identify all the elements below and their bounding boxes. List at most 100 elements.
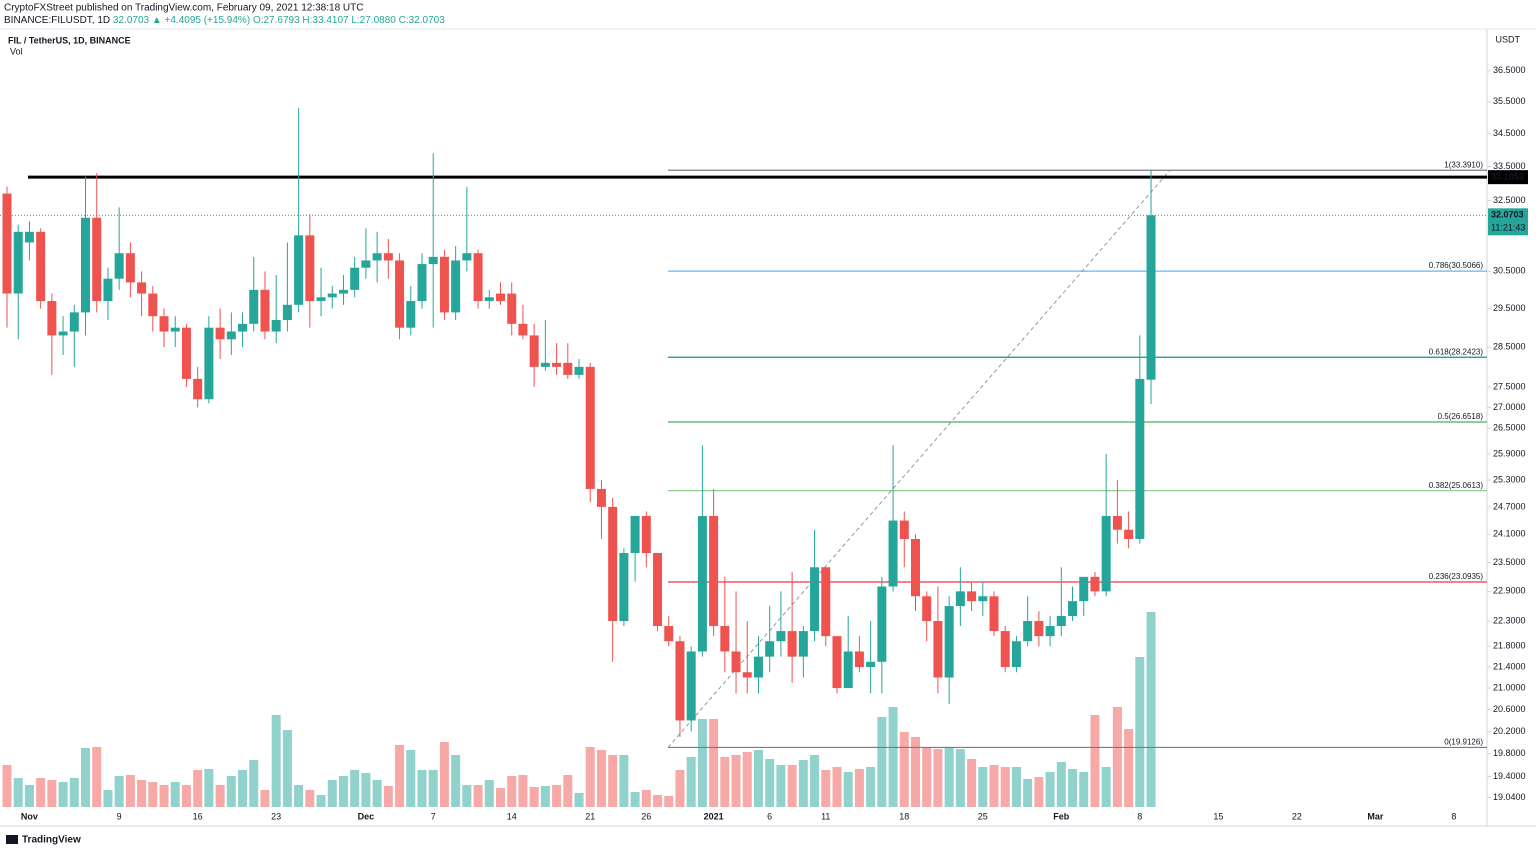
volume-bar bbox=[765, 759, 775, 807]
candle-body bbox=[69, 312, 79, 332]
fib-level-label: 1(33.3910) bbox=[1444, 160, 1483, 169]
candle-body bbox=[1011, 641, 1021, 668]
candle-body bbox=[1034, 621, 1044, 637]
candle-body bbox=[563, 362, 573, 375]
candle-body bbox=[653, 553, 663, 627]
candle-body bbox=[854, 651, 864, 668]
candle-body bbox=[238, 323, 248, 332]
volume-bar bbox=[316, 795, 326, 807]
volume-bar bbox=[350, 770, 360, 807]
candle-body bbox=[1023, 621, 1033, 642]
volume-bar bbox=[1135, 657, 1145, 807]
fib-level-label: 0.5(26.6518) bbox=[1438, 412, 1484, 421]
symbol: BINANCE:FILUSDT, 1D bbox=[4, 15, 110, 26]
volume-bar bbox=[608, 755, 618, 807]
candle-body bbox=[821, 567, 831, 637]
volume-bar bbox=[1011, 767, 1021, 807]
candle-body bbox=[978, 596, 988, 602]
y-tick-label: 25.9000 bbox=[1493, 448, 1526, 458]
candle-body bbox=[282, 304, 292, 321]
candle-body bbox=[47, 301, 57, 336]
candle-body bbox=[1068, 601, 1078, 617]
candle-body bbox=[13, 231, 23, 294]
candle-body bbox=[1112, 515, 1122, 530]
volume-bar bbox=[675, 770, 685, 807]
candle-body bbox=[1101, 515, 1111, 592]
candle-body bbox=[686, 651, 696, 721]
volume-bar bbox=[810, 755, 820, 807]
volume-bar bbox=[787, 765, 797, 807]
volume-bar bbox=[821, 770, 831, 807]
candle-body bbox=[114, 253, 124, 279]
candle-body bbox=[910, 538, 920, 597]
volume-bar bbox=[439, 742, 449, 807]
y-tick-label: 28.5000 bbox=[1493, 341, 1526, 351]
volume-bar bbox=[899, 732, 909, 807]
candle-body bbox=[1146, 215, 1156, 380]
candle-body bbox=[338, 289, 348, 294]
volume-bar bbox=[114, 776, 124, 807]
candle-body bbox=[1045, 626, 1055, 637]
volume-bar bbox=[641, 790, 651, 807]
chart-title: FIL / TetherUS, 1D, BINANCE bbox=[8, 35, 131, 45]
y-tick-label: 24.1000 bbox=[1493, 529, 1526, 539]
x-tick-label: 2021 bbox=[704, 811, 724, 821]
x-tick-label: 18 bbox=[899, 811, 909, 821]
candle-body bbox=[899, 520, 909, 539]
y-tick-label: 27.0000 bbox=[1493, 402, 1526, 412]
candle-body bbox=[731, 651, 741, 673]
candle-body bbox=[451, 260, 461, 313]
x-tick-label: Nov bbox=[21, 811, 38, 821]
y-tick-label: 21.0000 bbox=[1493, 682, 1526, 692]
candle-body bbox=[473, 253, 483, 302]
publisher-line: CryptoFXStreet published on TradingView.… bbox=[4, 3, 363, 14]
candle-body bbox=[967, 591, 977, 602]
candle-body bbox=[664, 626, 674, 642]
volume-bar bbox=[137, 780, 147, 807]
volume-bar bbox=[1068, 769, 1078, 807]
x-tick-label: 14 bbox=[507, 811, 517, 821]
candle-body bbox=[148, 293, 158, 317]
volume-bar bbox=[1023, 779, 1033, 807]
candle-body bbox=[922, 596, 932, 622]
volume-bar bbox=[910, 737, 920, 807]
candle-body bbox=[181, 327, 191, 379]
volume-bar bbox=[877, 717, 887, 807]
volume-bar bbox=[181, 785, 191, 807]
volume-bar bbox=[238, 770, 248, 807]
volume-bar bbox=[697, 719, 707, 807]
fib-level-label: 0.786(30.5066) bbox=[1429, 261, 1484, 270]
volume-bar bbox=[13, 778, 23, 807]
volume-bar bbox=[709, 719, 719, 807]
ohlc: O:27.6793 H:33.4107 L:27.0880 C:32.0703 bbox=[253, 15, 445, 26]
fib-level-label: 0.618(28.2423) bbox=[1429, 347, 1484, 356]
y-tick-label: 19.8000 bbox=[1493, 748, 1526, 758]
y-tick-label: 25.3000 bbox=[1493, 474, 1526, 484]
volume-bar bbox=[305, 790, 315, 807]
countdown-label: 11:21:43 bbox=[1491, 223, 1525, 233]
x-tick-label: 9 bbox=[117, 811, 122, 821]
volume-bar bbox=[484, 780, 494, 807]
volume-bar bbox=[552, 785, 562, 807]
y-tick-label: 30.5000 bbox=[1493, 266, 1526, 276]
x-tick-label: 21 bbox=[585, 811, 595, 821]
candle-body bbox=[1124, 529, 1134, 539]
candle-body bbox=[428, 256, 438, 265]
volume-bar bbox=[753, 750, 763, 807]
volume-bar bbox=[406, 750, 416, 807]
volume-bar bbox=[496, 788, 506, 807]
candle-body bbox=[294, 235, 304, 305]
candle-body bbox=[574, 366, 584, 375]
candle-body bbox=[641, 515, 651, 554]
candle-body bbox=[395, 260, 405, 328]
volume-bar bbox=[170, 782, 180, 807]
candle-body bbox=[1056, 616, 1066, 627]
volume-bar bbox=[428, 770, 438, 807]
volume-bar bbox=[563, 775, 573, 807]
plot-area: 1(33.3910) 0.786(30.5066) 0.618(28.2423) 0.… bbox=[0, 108, 1487, 807]
y-tick-label: 24.7000 bbox=[1493, 501, 1526, 511]
candle-body bbox=[798, 631, 808, 657]
volume-bar bbox=[36, 778, 46, 807]
y-tick-label: 26.5000 bbox=[1493, 423, 1526, 433]
candle-body bbox=[81, 217, 91, 313]
